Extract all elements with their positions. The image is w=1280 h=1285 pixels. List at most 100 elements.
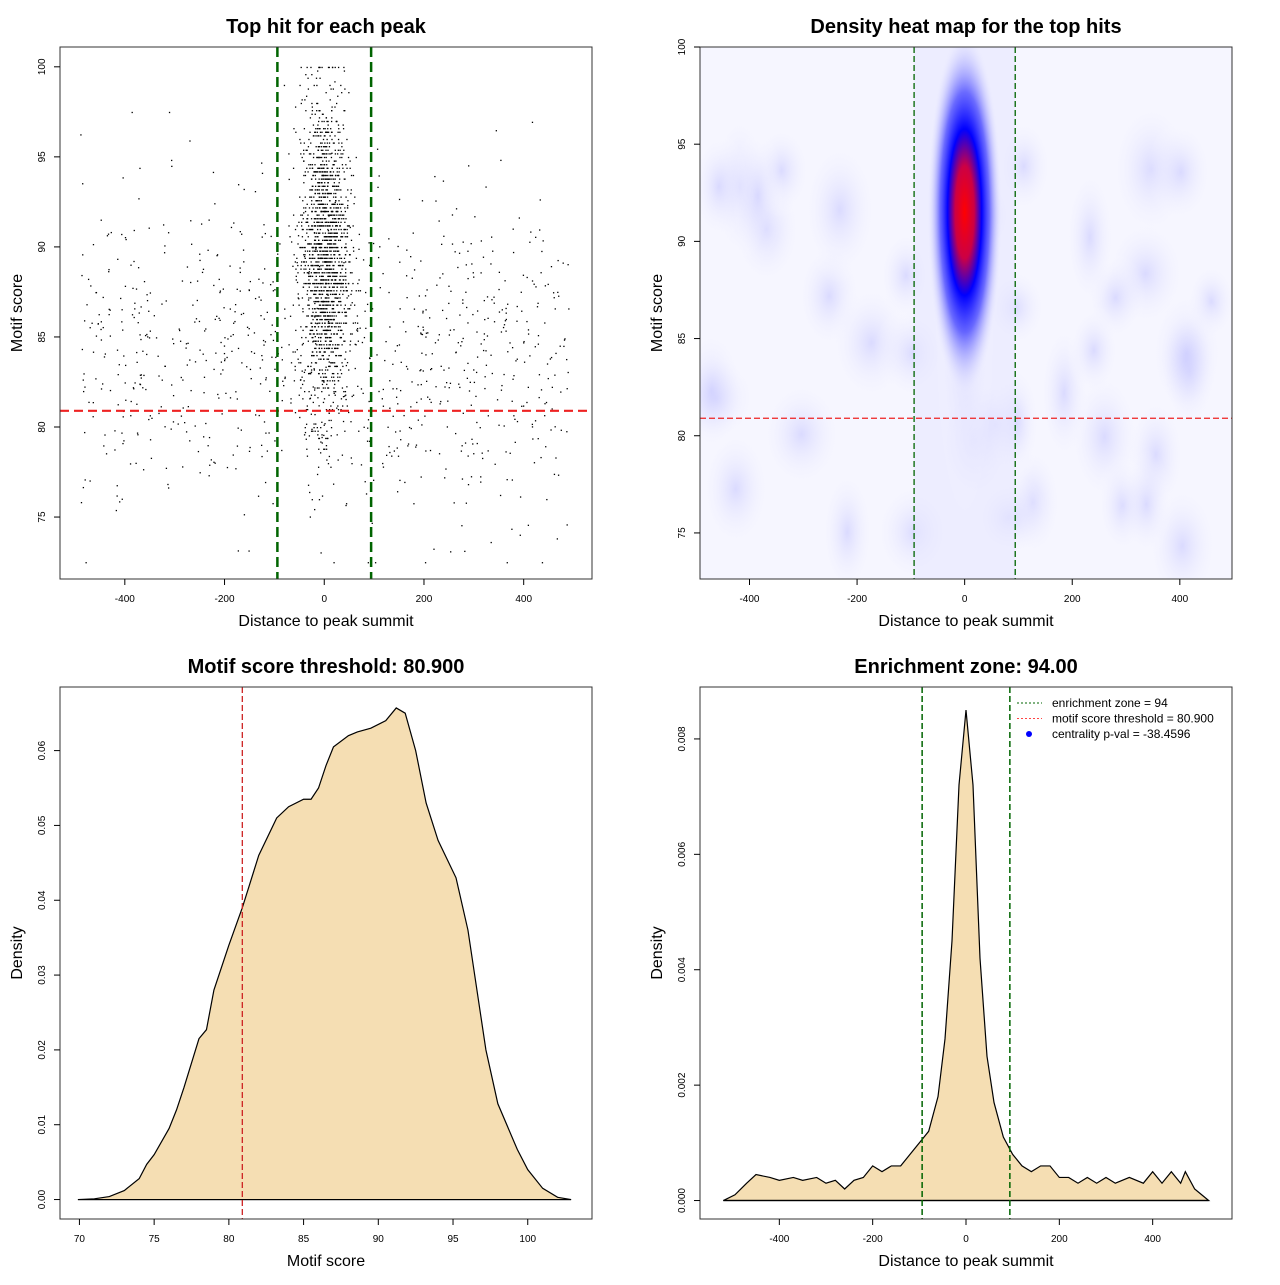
data-point (317, 254, 319, 256)
data-point (550, 356, 553, 359)
data-point (430, 368, 432, 371)
data-point (300, 66, 302, 69)
data-point (345, 503, 348, 505)
data-point (230, 335, 232, 337)
data-point (334, 66, 336, 69)
data-point (313, 135, 315, 137)
data-point (322, 171, 324, 173)
data-point (367, 562, 370, 564)
data-point (304, 210, 307, 213)
data-point (356, 329, 358, 331)
data-point (327, 336, 329, 339)
data-point (332, 185, 334, 187)
data-point (321, 257, 323, 260)
data-point (325, 171, 327, 173)
data-point (470, 404, 472, 406)
data-point (327, 167, 329, 169)
data-point (338, 279, 341, 281)
data-point (317, 203, 319, 205)
data-point (200, 223, 203, 225)
data-point (339, 264, 341, 267)
data-point (324, 311, 327, 314)
data-point (108, 268, 110, 271)
data-point (231, 350, 233, 353)
data-point (142, 350, 144, 352)
data-point (263, 421, 266, 423)
data-point (335, 210, 338, 213)
data-point (407, 445, 409, 447)
data-point (108, 271, 110, 273)
data-point (321, 308, 323, 310)
data-point (329, 322, 331, 324)
data-point (327, 225, 329, 227)
data-point (298, 362, 300, 364)
data-point (314, 279, 316, 281)
data-point (114, 449, 116, 451)
x-tick-label: -200 (215, 594, 235, 605)
data-point (253, 332, 256, 334)
data-point (349, 333, 352, 335)
data-point (470, 476, 473, 478)
data-point (331, 261, 333, 263)
data-point (321, 189, 323, 191)
data-point (329, 272, 331, 274)
data-point (229, 308, 231, 310)
data-point (352, 322, 355, 324)
data-point (336, 290, 338, 292)
data-point (474, 216, 476, 218)
data-point (274, 368, 276, 370)
data-point (309, 131, 311, 133)
data-point (567, 371, 569, 374)
data-point (315, 340, 317, 342)
data-point (544, 285, 547, 287)
data-point (336, 282, 338, 285)
data-point (329, 99, 331, 101)
data-point (334, 394, 336, 396)
data-point (323, 424, 325, 426)
data-point (306, 250, 309, 252)
data-point (378, 390, 380, 393)
data-point (318, 300, 320, 303)
data-point (321, 279, 323, 281)
data-point (315, 423, 317, 425)
data-point (537, 438, 539, 440)
data-point (309, 228, 311, 231)
data-point (442, 273, 444, 275)
data-point (223, 352, 226, 355)
data-point (314, 113, 316, 115)
data-point (185, 343, 188, 345)
data-point (411, 277, 413, 279)
data-point (321, 203, 324, 205)
data-point (259, 383, 262, 385)
data-point (332, 268, 335, 270)
data-point (328, 264, 330, 267)
data-point (330, 239, 332, 242)
plot-frame (59, 46, 593, 580)
data-point (330, 232, 333, 234)
data-point (335, 354, 337, 357)
data-point (337, 207, 340, 209)
data-point (117, 404, 119, 406)
data-point (311, 322, 313, 324)
data-point (332, 401, 334, 404)
data-point (538, 374, 541, 376)
data-point (284, 308, 286, 310)
data-point (321, 221, 323, 223)
data-point (394, 350, 396, 352)
data-point (237, 347, 240, 350)
data-point (321, 243, 323, 245)
data-point (503, 373, 505, 376)
data-point (204, 330, 206, 332)
data-point (195, 318, 198, 320)
data-point (554, 426, 556, 428)
data-point (341, 164, 344, 166)
data-point (519, 534, 521, 536)
data-point (328, 215, 330, 217)
data-point (306, 272, 309, 274)
data-point (308, 275, 310, 278)
data-point (468, 165, 470, 167)
data-point (465, 291, 467, 293)
heat-blob (1066, 303, 1122, 398)
data-point (343, 171, 345, 173)
data-point (464, 442, 467, 444)
